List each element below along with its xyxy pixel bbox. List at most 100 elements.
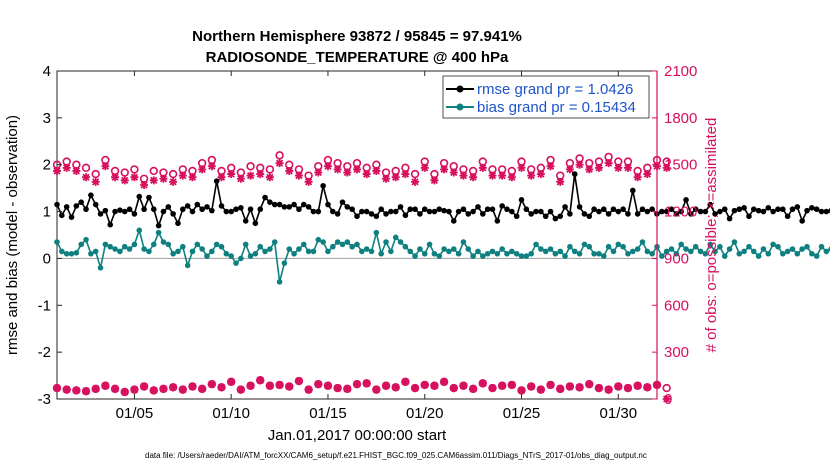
bias-point [702, 250, 709, 257]
bias-point [417, 246, 423, 252]
rmse-point [823, 208, 830, 215]
obs_upper_assimilated-point [159, 174, 168, 183]
rmse-point [417, 211, 423, 217]
obs_upper_assimilated-point [294, 171, 303, 180]
bias-point [586, 243, 593, 250]
rmse-point [668, 206, 675, 213]
obs_upper_possible-point [91, 169, 100, 179]
bias-point [291, 250, 297, 257]
bias-point [818, 243, 825, 250]
rmse-point [150, 206, 157, 213]
bias-point [310, 248, 317, 255]
rmse-point [267, 199, 273, 205]
rmse-point [499, 203, 505, 209]
rmse-point [775, 206, 781, 213]
bias-point [460, 239, 467, 245]
rmse-point [567, 211, 573, 217]
obs_lower_assimilated-point [236, 385, 245, 394]
bias-point [528, 250, 534, 257]
obs_upper_assimilated-point [565, 165, 574, 174]
rmse-point [465, 211, 472, 217]
bias-point [465, 246, 472, 252]
rmse-point [509, 208, 515, 215]
rmse-point [199, 206, 205, 213]
rmse-point [155, 222, 162, 229]
rmse-point [533, 208, 539, 215]
rmse-point [102, 207, 109, 214]
rmse-point [204, 204, 210, 210]
obs_lower_assimilated-point [285, 382, 294, 391]
obs_upper_assimilated-point [469, 173, 478, 182]
y-right-tick-label: 1200 [664, 204, 697, 221]
obs_upper_assimilated-point [382, 174, 391, 183]
bias-point [126, 246, 133, 252]
bias-point [194, 241, 201, 248]
bias-point [770, 241, 776, 248]
bias-point [373, 229, 380, 236]
obs_lower_assimilated-point [304, 385, 313, 394]
rmse-point [591, 206, 597, 213]
rmse-point [441, 207, 447, 214]
obs_lower_assimilated-point [227, 377, 236, 386]
bias-point [83, 236, 89, 243]
bias-point [59, 248, 65, 255]
bias-point [315, 236, 322, 243]
legend: rmse grand pr = 1.0426 bias grand pr = 0… [442, 75, 650, 119]
obs_lower_assimilated-point [546, 380, 555, 389]
rmse-point [702, 208, 709, 215]
obs_upper_possible-point [410, 169, 420, 179]
rmse-point [170, 211, 176, 217]
bias-point [484, 250, 491, 257]
rmse-point [165, 204, 172, 210]
bias-point [397, 239, 404, 245]
bias-point [480, 253, 486, 259]
obs_lower_assimilated-point [217, 383, 226, 392]
rmse-point [494, 218, 501, 224]
rmse-point [513, 213, 520, 220]
bias-point [780, 250, 786, 257]
obs_lower_assimilated-point [372, 385, 381, 394]
bias-point [591, 250, 597, 257]
bias-point [146, 248, 152, 255]
bias-point [571, 248, 578, 255]
obs_lower_assimilated-point [623, 384, 632, 393]
rmse-point [504, 206, 510, 213]
rmse-point [581, 211, 588, 217]
obs_upper_assimilated-point [275, 159, 284, 168]
rmse-point [571, 171, 578, 177]
obs_upper_assimilated-point [314, 168, 323, 177]
bias-point [252, 250, 259, 257]
obs_lower_assimilated-point [575, 383, 584, 392]
rmse-point [354, 213, 360, 220]
y-right-tick-label: 300 [664, 344, 689, 361]
obs_upper_assimilated-point [362, 170, 371, 179]
rmse-point [620, 206, 626, 213]
x-tick-label: 01/25 [503, 405, 541, 422]
obs_lower_assimilated-point [643, 383, 652, 392]
rmse-point [659, 208, 665, 215]
rmse-point [455, 208, 462, 215]
bias-point [596, 250, 602, 257]
rmse-point [634, 211, 641, 217]
rmse-point [213, 178, 220, 184]
obs_upper_assimilated-point [285, 166, 294, 175]
plot-area [56, 70, 658, 400]
rmse-point [257, 206, 264, 213]
bias-point [421, 250, 428, 257]
rmse-point [625, 211, 631, 217]
obs_upper_assimilated-point [411, 177, 420, 186]
bias-point [688, 248, 694, 255]
rmse-point [107, 221, 114, 228]
bias-point [78, 241, 84, 248]
bias-point [513, 250, 520, 257]
obs_lower_assimilated-point [420, 380, 429, 389]
rmse-point [112, 208, 118, 215]
rmse-point [804, 207, 810, 214]
bias-point [668, 246, 675, 252]
y-left-tick-label: -1 [38, 297, 51, 314]
y-left-tick-label: -2 [38, 344, 51, 361]
bias-point [494, 250, 501, 257]
rmse-point [557, 213, 564, 220]
obs_upper_assimilated-point [265, 173, 274, 182]
